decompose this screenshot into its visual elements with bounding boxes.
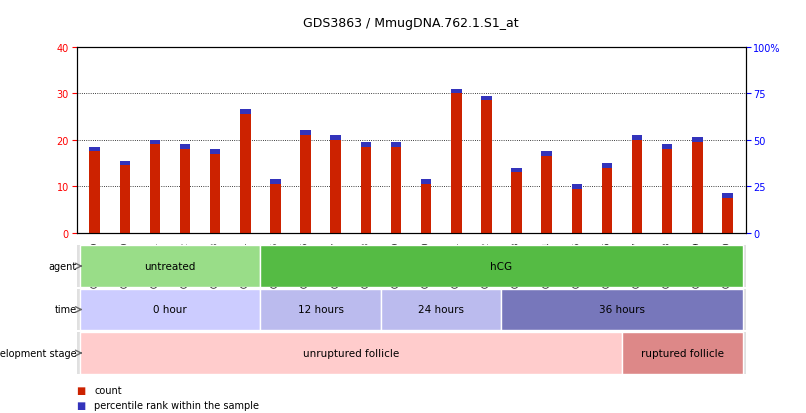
Bar [481, 96, 492, 233]
Bar [330, 136, 341, 140]
Bar [119, 161, 130, 233]
Bar [662, 145, 672, 233]
Bar [260, 246, 742, 287]
Text: GDS3863 / MmugDNA.762.1.S1_at: GDS3863 / MmugDNA.762.1.S1_at [303, 17, 519, 29]
Bar [391, 143, 401, 233]
Text: development stage: development stage [0, 348, 77, 358]
Bar [360, 143, 371, 147]
Bar [421, 180, 431, 233]
Text: 12 hours: 12 hours [297, 305, 343, 315]
Bar [89, 147, 100, 152]
Bar [692, 138, 703, 143]
Bar [381, 289, 501, 330]
Bar [601, 164, 613, 169]
Text: 24 hours: 24 hours [418, 305, 464, 315]
Bar [330, 136, 341, 233]
Bar [571, 185, 582, 189]
Bar [601, 164, 613, 233]
Bar [391, 143, 401, 147]
Bar [150, 140, 160, 233]
Text: ruptured follicle: ruptured follicle [641, 348, 724, 358]
Bar [632, 136, 642, 233]
Bar [270, 180, 280, 233]
Bar [662, 145, 672, 150]
Bar [260, 289, 381, 330]
Bar [270, 180, 280, 185]
Bar [80, 246, 260, 287]
Bar [542, 152, 552, 233]
Bar [511, 169, 521, 173]
Bar [210, 150, 221, 233]
Bar [180, 145, 190, 233]
Bar [89, 147, 100, 233]
Text: time: time [55, 305, 77, 315]
Bar [542, 152, 552, 157]
Bar [240, 110, 251, 233]
Bar [571, 185, 582, 233]
Text: 0 hour: 0 hour [153, 305, 187, 315]
Bar [421, 180, 431, 185]
Bar [722, 194, 733, 233]
Bar [722, 194, 733, 199]
Bar [150, 140, 160, 145]
Bar [622, 332, 742, 374]
Bar [451, 89, 462, 94]
Bar [240, 110, 251, 115]
Bar [511, 169, 521, 233]
Bar [360, 143, 371, 233]
Text: percentile rank within the sample: percentile rank within the sample [94, 400, 260, 410]
Text: 36 hours: 36 hours [599, 305, 645, 315]
Bar [481, 96, 492, 101]
Text: count: count [94, 385, 122, 395]
Bar [80, 289, 260, 330]
Bar [501, 289, 742, 330]
Bar [180, 145, 190, 150]
Text: ■: ■ [77, 400, 85, 410]
Text: unruptured follicle: unruptured follicle [303, 348, 399, 358]
Text: agent: agent [48, 261, 77, 271]
Text: ■: ■ [77, 385, 85, 395]
Bar [301, 131, 311, 136]
Bar [632, 136, 642, 140]
Text: hCG: hCG [490, 261, 513, 271]
Bar [301, 131, 311, 233]
Bar [451, 89, 462, 233]
Bar [692, 138, 703, 233]
Text: untreated: untreated [144, 261, 196, 271]
Bar [210, 150, 221, 154]
Bar [80, 332, 622, 374]
Bar [119, 161, 130, 166]
